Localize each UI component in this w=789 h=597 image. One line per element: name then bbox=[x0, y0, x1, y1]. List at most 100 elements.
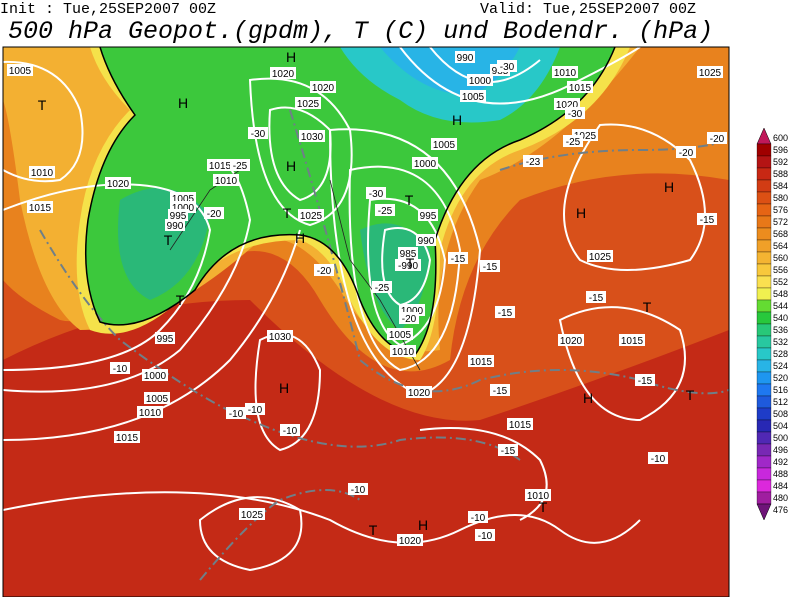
label-box bbox=[295, 97, 321, 109]
label-box bbox=[230, 159, 250, 171]
contour-label: 1030 bbox=[269, 332, 292, 343]
pressure-center: H bbox=[664, 179, 674, 195]
contour-label: 1020 bbox=[312, 83, 335, 94]
colorbar-label: 504 bbox=[773, 421, 788, 431]
colorbar-swatch bbox=[756, 335, 772, 349]
label-box bbox=[397, 534, 423, 546]
pressure-center: T bbox=[405, 192, 414, 208]
colorbar-label: 488 bbox=[773, 469, 788, 479]
colorbar-label: 516 bbox=[773, 385, 788, 395]
contour-label: -20 bbox=[679, 148, 694, 159]
colorbar-tip bbox=[756, 503, 772, 521]
contour-label: -23 bbox=[526, 157, 541, 168]
pressure-center: T bbox=[643, 299, 652, 315]
colorbar-swatch bbox=[756, 215, 772, 229]
contour-label: 1025 bbox=[574, 131, 597, 142]
label-box bbox=[525, 489, 551, 501]
colorbar-swatch bbox=[756, 143, 772, 157]
label-box bbox=[248, 127, 268, 139]
colorbar-swatch bbox=[756, 275, 772, 289]
isotherm bbox=[499, 139, 729, 171]
contour-label: 1025 bbox=[300, 211, 323, 222]
colorbar-swatch bbox=[756, 323, 772, 337]
contour-label: 1020 bbox=[107, 179, 130, 190]
colorbar-label: 528 bbox=[773, 349, 788, 359]
map-labels: 1005 T 1010 1015 1020 H 1020 1025 1030 H 1020 -30 10… bbox=[7, 49, 727, 547]
colorbar-label: 580 bbox=[773, 193, 788, 203]
contour-label: -20 bbox=[402, 314, 417, 325]
contour-label: 1005 bbox=[462, 92, 485, 103]
contour-label: 1000 bbox=[469, 76, 492, 87]
colorbar-swatch bbox=[756, 479, 772, 493]
contour-label: -15 bbox=[493, 386, 508, 397]
colorbar-swatch bbox=[756, 203, 772, 217]
colorbar-label: 576 bbox=[773, 205, 788, 215]
contour-label: 1000 bbox=[401, 306, 424, 317]
label-box bbox=[375, 204, 395, 216]
contour-label: -15 bbox=[638, 376, 653, 387]
label-box bbox=[507, 418, 533, 430]
colorbar-label: 484 bbox=[773, 481, 788, 491]
contour bbox=[563, 123, 706, 271]
label-box bbox=[497, 60, 517, 72]
label-box bbox=[310, 81, 336, 93]
contour-label: 1010 bbox=[554, 68, 577, 79]
pressure-center: H bbox=[178, 95, 188, 111]
colorbar-label: 568 bbox=[773, 229, 788, 239]
contour-label: -10 bbox=[351, 485, 366, 496]
label-box bbox=[165, 219, 185, 231]
label-box bbox=[390, 345, 416, 357]
contour-label: 1020 bbox=[272, 69, 295, 80]
label-box bbox=[707, 132, 727, 144]
contour-label: -30 bbox=[251, 129, 266, 140]
contour-label: 990 bbox=[167, 221, 184, 232]
label-box bbox=[204, 207, 224, 219]
contour-label: 995 bbox=[170, 211, 187, 222]
pressure-center: T bbox=[406, 255, 415, 271]
map: 1005 T 1010 1015 1020 H 1020 1025 1030 H 1020 -30 10… bbox=[3, 47, 729, 597]
contour-label: -15 bbox=[700, 215, 715, 226]
colorbar-swatch bbox=[756, 251, 772, 265]
label-box bbox=[114, 431, 140, 443]
title: 500 hPa Geopot.(gpdm), T (C) und Bodendr… bbox=[8, 17, 713, 46]
label-box bbox=[480, 260, 500, 272]
contour-label: 1025 bbox=[241, 510, 264, 521]
colorbar-label: 572 bbox=[773, 217, 788, 227]
label-box bbox=[144, 392, 170, 404]
contour-label: -15 bbox=[451, 254, 466, 265]
label-box bbox=[495, 306, 515, 318]
contour-label: -25 bbox=[566, 137, 581, 148]
contour-label: -20 bbox=[710, 134, 725, 145]
colorbar-swatch bbox=[756, 455, 772, 469]
contour-label: -30 bbox=[369, 189, 384, 200]
map-frame bbox=[2, 46, 730, 597]
label-box bbox=[416, 234, 436, 246]
contour bbox=[3, 183, 212, 371]
contour bbox=[3, 229, 301, 441]
boundary-548 bbox=[84, 47, 616, 356]
label-box bbox=[586, 291, 606, 303]
colorbar-swatch bbox=[756, 431, 772, 445]
colorbar-swatch bbox=[756, 407, 772, 421]
label-box bbox=[245, 403, 265, 415]
label-box bbox=[298, 209, 324, 221]
contour-label: -990 bbox=[398, 261, 418, 272]
colorbar-label: 584 bbox=[773, 181, 788, 191]
label-box bbox=[406, 386, 432, 398]
contour-label: 1000 bbox=[144, 371, 167, 382]
contour-label: 1005 bbox=[389, 330, 412, 341]
colorbar-swatch bbox=[756, 227, 772, 241]
colorbar-label: 596 bbox=[773, 145, 788, 155]
label-box bbox=[565, 107, 585, 119]
contour-label: -20 bbox=[317, 266, 332, 277]
label-box bbox=[239, 508, 265, 520]
contour-label: 1015 bbox=[29, 203, 52, 214]
colorbar-label: 600 bbox=[773, 133, 788, 143]
contour-label: 1010 bbox=[139, 408, 162, 419]
colorbar-swatch bbox=[756, 491, 772, 505]
label-box bbox=[697, 213, 717, 225]
label-box bbox=[635, 374, 655, 386]
pressure-center: H bbox=[452, 112, 462, 128]
label-box bbox=[431, 138, 457, 150]
contour bbox=[3, 60, 84, 183]
